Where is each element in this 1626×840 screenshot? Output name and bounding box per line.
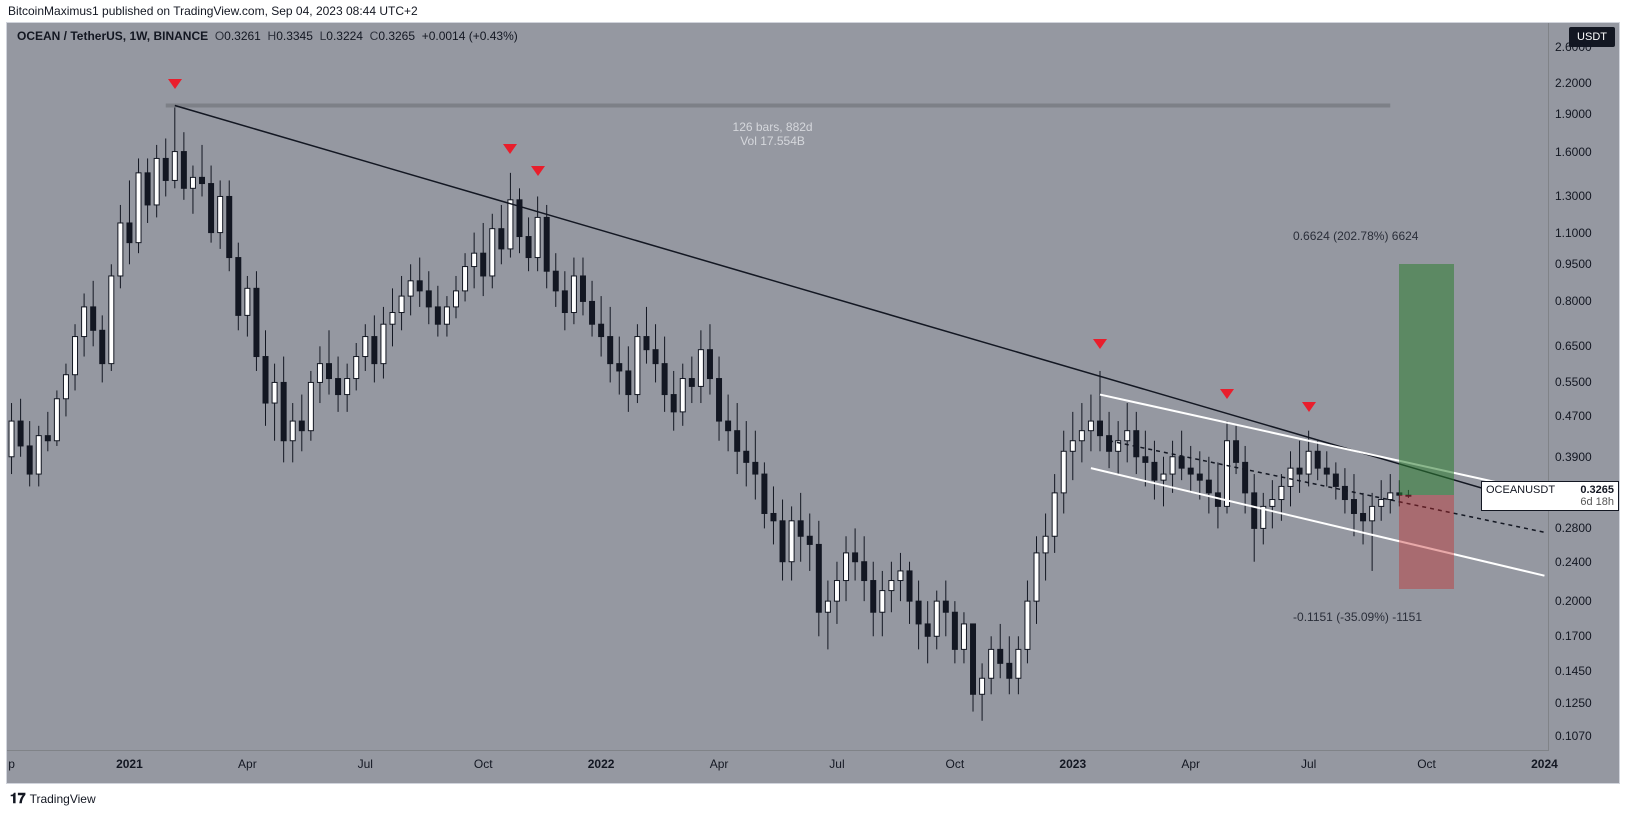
- target-up-label: 0.6624 (202.78%) 6624: [1293, 229, 1418, 243]
- x-tick: Jul: [1301, 757, 1316, 771]
- y-tick: 1.6000: [1555, 145, 1592, 159]
- down-arrow-icon: [168, 79, 182, 89]
- y-tick: 0.6500: [1555, 339, 1592, 353]
- x-tick: Apr: [238, 757, 257, 771]
- x-tick: 2024: [1531, 757, 1558, 771]
- reward-box: [1399, 264, 1453, 495]
- footer: 𝟏𝟕 TradingView: [0, 784, 1626, 813]
- y-tick: 0.1450: [1555, 664, 1592, 678]
- y-axis[interactable]: USDT 2.60002.20001.90001.60001.30001.100…: [1548, 23, 1619, 751]
- y-tick: 0.4700: [1555, 409, 1592, 423]
- y-tick: 0.1700: [1555, 629, 1592, 643]
- publish-header: BitcoinMaximus1 published on TradingView…: [0, 0, 1626, 22]
- y-tick: 2.2000: [1555, 76, 1592, 90]
- x-tick: p: [8, 757, 15, 771]
- x-tick: Jul: [358, 757, 373, 771]
- y-tick: 0.1250: [1555, 696, 1592, 710]
- plot-area[interactable]: 126 bars, 882dVol 17.554B 0.6624 (202.78%…: [7, 23, 1549, 751]
- x-tick: 2021: [116, 757, 143, 771]
- y-tick: 0.1070: [1555, 729, 1592, 743]
- x-tick: Apr: [1181, 757, 1200, 771]
- y-tick: 0.8000: [1555, 294, 1592, 308]
- last-price-label: OCEANUSDT0.32656d 18h: [1481, 481, 1619, 511]
- x-tick: 2022: [588, 757, 615, 771]
- down-arrow-icon: [1220, 389, 1234, 399]
- x-tick: Oct: [1417, 757, 1436, 771]
- measure-tooltip: 126 bars, 882dVol 17.554B: [733, 120, 813, 148]
- y-tick: 1.9000: [1555, 107, 1592, 121]
- down-arrow-icon: [503, 144, 517, 154]
- x-tick: Oct: [474, 757, 493, 771]
- y-tick: 0.9500: [1555, 257, 1592, 271]
- x-tick: Oct: [946, 757, 965, 771]
- risk-box: [1399, 495, 1453, 588]
- x-axis[interactable]: p 2021 Apr Jul Oct 2022 Apr Jul Oct 2023 Apr Jul Oct…: [7, 750, 1549, 783]
- symbol-ohlc: OCEAN / TetherUS, 1W, BINANCE O0.3261 H0…: [17, 29, 518, 43]
- chart-container[interactable]: OCEAN / TetherUS, 1W, BINANCE O0.3261 H0…: [6, 22, 1620, 784]
- target-down-label: -0.1151 (-35.09%) -1151: [1293, 610, 1422, 624]
- x-tick: Jul: [829, 757, 844, 771]
- y-tick: 1.1000: [1555, 226, 1592, 240]
- y-tick: 0.2400: [1555, 555, 1592, 569]
- y-tick: 0.5500: [1555, 375, 1592, 389]
- symbol-title: OCEAN / TetherUS, 1W, BINANCE: [17, 29, 208, 43]
- down-arrow-icon: [1302, 402, 1316, 412]
- y-tick: 1.3000: [1555, 189, 1592, 203]
- tradingview-logo-icon: 𝟏𝟕: [10, 790, 26, 807]
- y-tick: 0.2800: [1555, 521, 1592, 535]
- down-arrow-icon: [1093, 339, 1107, 349]
- x-tick: Apr: [710, 757, 729, 771]
- down-arrow-icon: [531, 166, 545, 176]
- brand-name: TradingView: [30, 792, 96, 806]
- y-tick: 0.3900: [1555, 450, 1592, 464]
- y-tick: 0.2000: [1555, 594, 1592, 608]
- y-tick: 2.6000: [1555, 40, 1592, 54]
- x-tick: 2023: [1059, 757, 1086, 771]
